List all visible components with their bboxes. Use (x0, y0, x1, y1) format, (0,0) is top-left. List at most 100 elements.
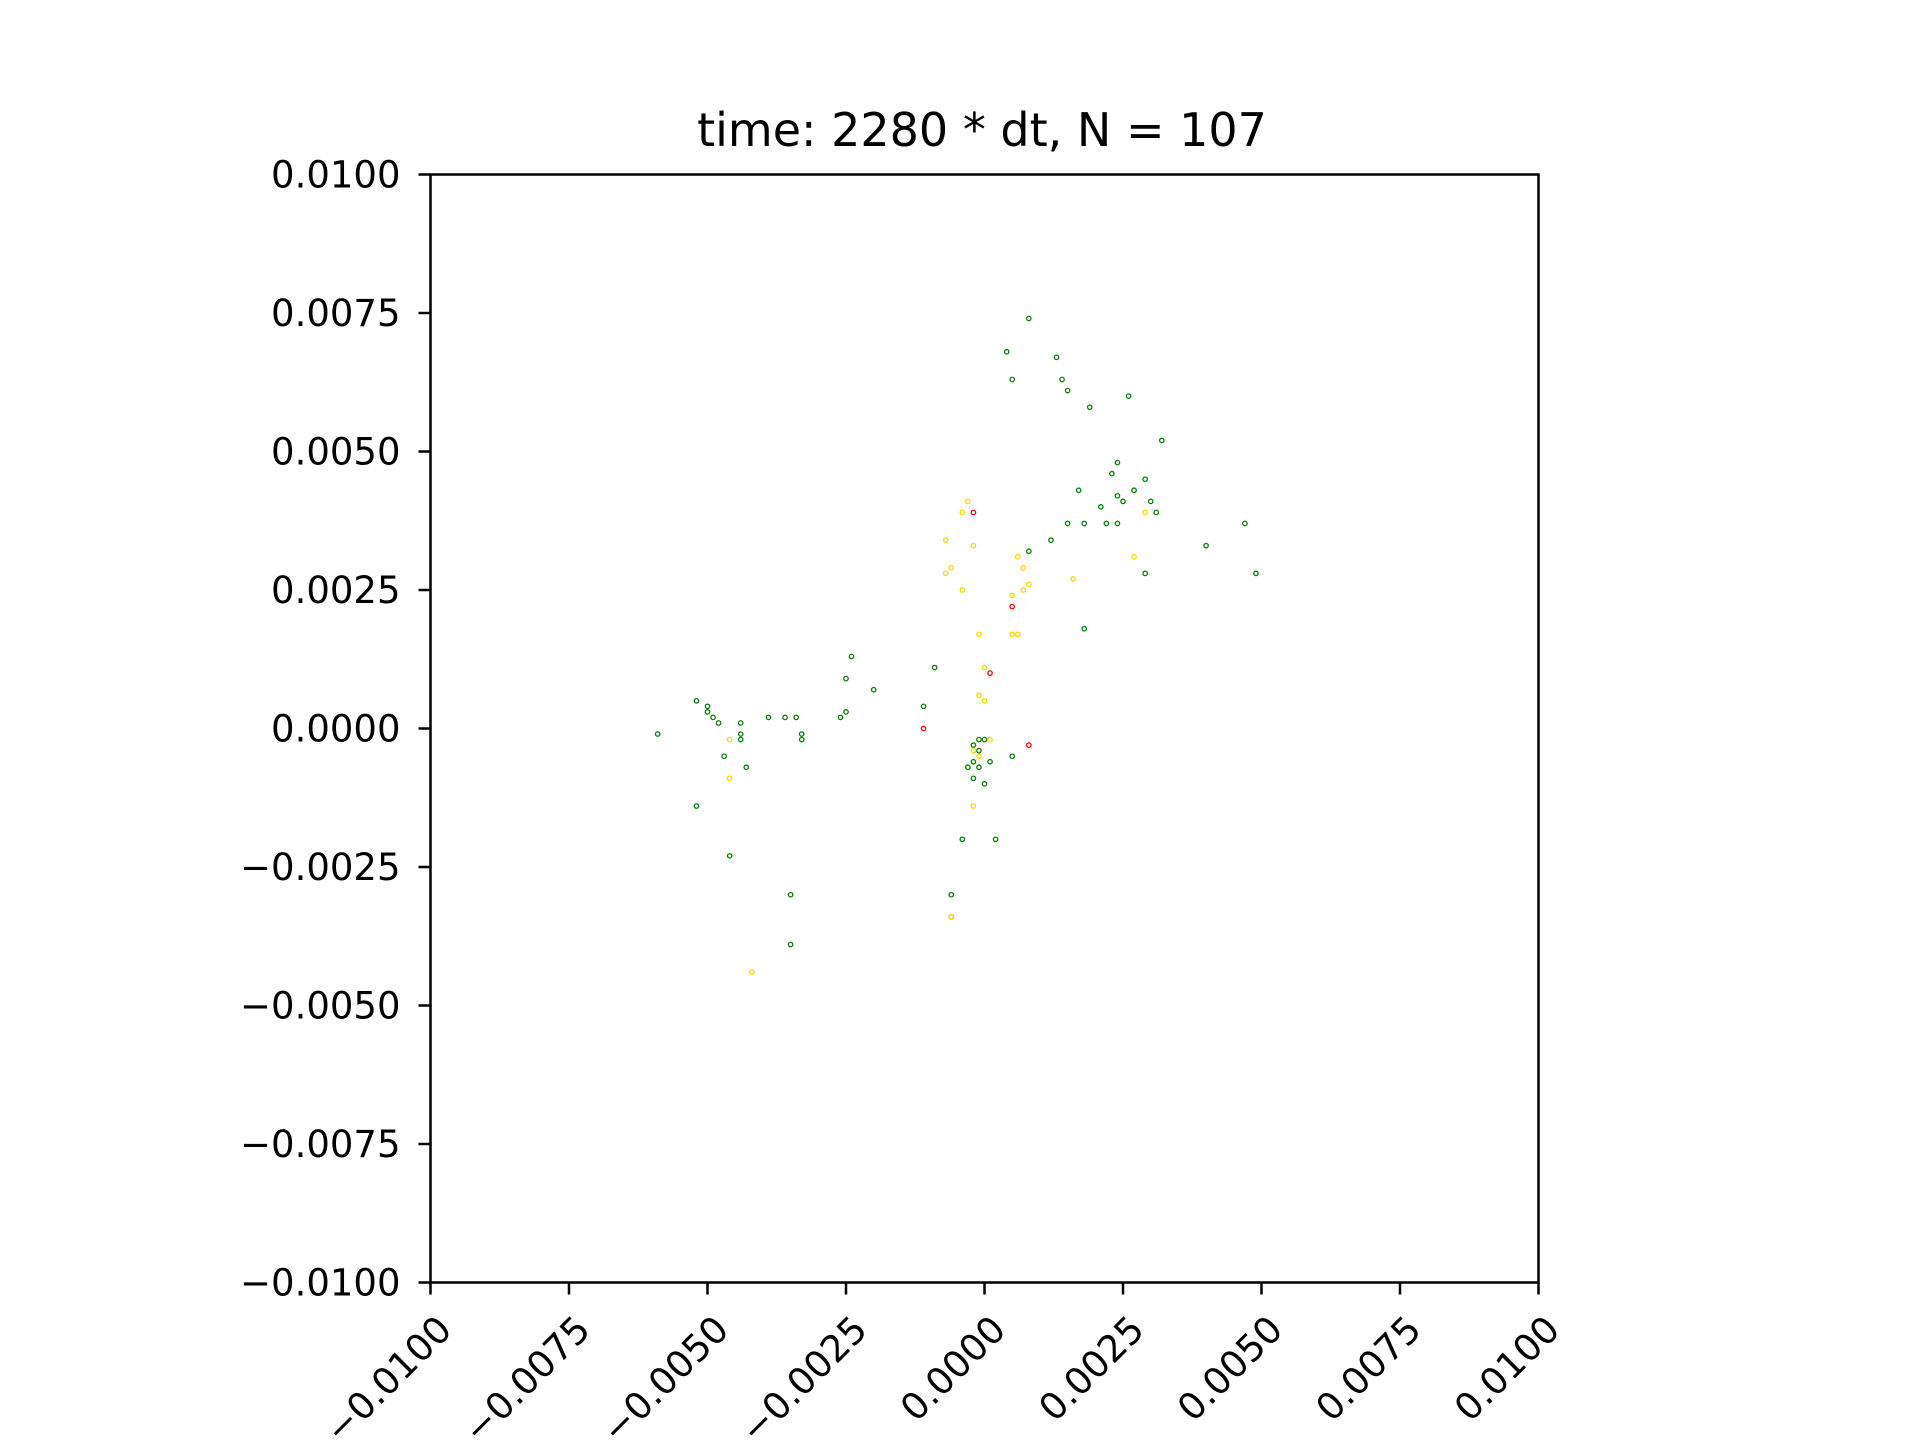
data-point (654, 731, 661, 737)
data-point (1020, 587, 1027, 593)
data-point (793, 714, 799, 721)
data-point (1025, 548, 1032, 555)
data-point (737, 731, 744, 737)
data-point (987, 670, 993, 676)
data-point (1064, 387, 1071, 394)
data-point (1064, 520, 1071, 527)
data-point (1075, 487, 1082, 494)
data-point (704, 703, 711, 710)
data-point (948, 891, 955, 898)
y-tick-label: 0.0025 (271, 569, 400, 612)
data-point (987, 736, 993, 743)
y-tick-label: 0.0050 (271, 431, 400, 474)
data-point (848, 653, 855, 660)
y-tick-label: 0.0000 (271, 708, 400, 751)
data-point (704, 709, 711, 715)
data-point (726, 775, 733, 782)
data-point (1120, 498, 1126, 505)
data-point (1025, 742, 1032, 748)
data-point (1081, 520, 1088, 527)
data-point (1142, 570, 1149, 577)
data-point (1003, 348, 1010, 355)
data-point (970, 775, 977, 782)
y-tick-label: −0.0100 (240, 1262, 400, 1305)
data-point (976, 753, 982, 760)
data-point (1242, 520, 1248, 527)
data-point (1203, 542, 1209, 549)
data-point (1114, 520, 1121, 527)
data-point (970, 742, 977, 748)
y-tick-label: 0.0100 (271, 154, 400, 197)
data-point (798, 731, 805, 737)
chart-title: time: 2280 * dt, N = 107 (697, 103, 1267, 157)
data-point (1147, 498, 1154, 505)
data-point (1081, 625, 1088, 632)
data-point (942, 537, 949, 543)
y-axis: 0.0100 0.0075 0.0050 0.0025 0.0000 −0.0025 −0.… (240, 154, 431, 1305)
data-point (1158, 437, 1165, 444)
data-point (981, 781, 988, 787)
data-point (976, 747, 982, 754)
data-point (987, 758, 993, 765)
data-point (1020, 564, 1027, 571)
data-point (787, 941, 794, 948)
data-point (1131, 553, 1137, 560)
data-point (743, 764, 750, 771)
data-point (959, 836, 966, 843)
data-point (970, 758, 977, 765)
data-point (976, 692, 982, 699)
data-point (970, 542, 977, 549)
data-point (1048, 537, 1054, 543)
data-point (843, 709, 849, 715)
plot-frame (429, 173, 1540, 1284)
data-point (976, 631, 982, 638)
data-point (693, 697, 700, 704)
data-point (737, 720, 744, 726)
data-point (1070, 576, 1076, 582)
data-point (948, 914, 955, 920)
data-point (843, 675, 849, 682)
data-point (765, 714, 772, 721)
data-point (1009, 592, 1016, 599)
data-point (1153, 509, 1160, 516)
y-tick-label: −0.0050 (240, 985, 400, 1028)
data-point (1086, 404, 1093, 411)
data-point (976, 764, 982, 771)
data-point (948, 564, 955, 571)
data-point (748, 969, 755, 976)
data-point (837, 714, 844, 721)
data-point (981, 664, 988, 671)
data-point (1131, 487, 1137, 494)
data-point (1014, 553, 1021, 560)
data-point (1014, 631, 1021, 638)
data-point (1009, 753, 1016, 760)
data-point (1097, 504, 1104, 510)
data-point (1009, 631, 1016, 638)
data-point (992, 836, 999, 843)
data-point (737, 736, 744, 743)
data-point (965, 764, 971, 771)
data-point (726, 853, 733, 859)
data-point (920, 725, 927, 732)
data-point (1114, 492, 1121, 499)
data-point (787, 891, 794, 898)
data-point (1009, 376, 1016, 383)
y-tick-label: −0.0025 (240, 846, 400, 889)
data-point (798, 736, 805, 743)
data-point (1109, 470, 1115, 477)
data-point (1053, 354, 1060, 361)
data-point (726, 736, 733, 743)
data-point (959, 509, 966, 516)
data-point (782, 714, 788, 721)
data-point (1142, 509, 1149, 516)
scatter-points (654, 315, 1259, 976)
data-point (970, 509, 977, 516)
data-point (693, 803, 700, 809)
data-point (710, 714, 716, 721)
data-point (1059, 376, 1065, 383)
data-point (1103, 520, 1110, 527)
data-point (1142, 476, 1149, 483)
data-point (931, 664, 938, 671)
